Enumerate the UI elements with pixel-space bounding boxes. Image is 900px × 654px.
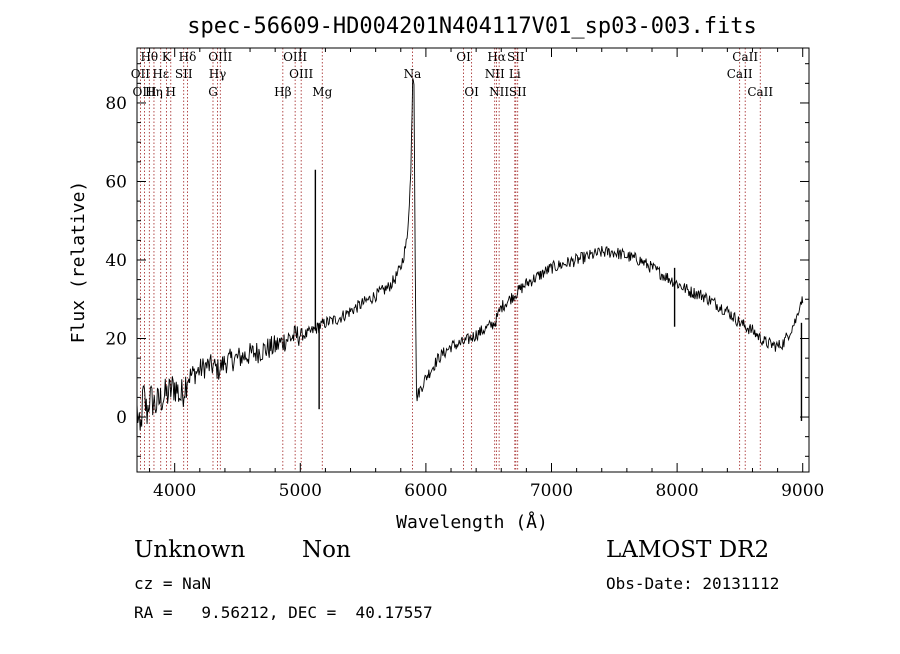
spectral-line-label-23: Li	[509, 67, 521, 81]
spectral-line-label-19: Hα	[487, 50, 506, 64]
spectral-line-label-27: CaII	[747, 85, 773, 99]
spectral-line-label-0: Hθ	[140, 50, 158, 64]
spectral-line-label-2: OIII	[133, 85, 157, 99]
y-tick-label-2: 40	[105, 251, 127, 271]
spectral-line-label-6: H	[166, 85, 176, 99]
x-axis-label: Wavelength (Å)	[396, 511, 548, 533]
axis-ticks: 4000 5000 6000 7000 8000 9000 0 20 40 60 80	[105, 48, 824, 501]
spectral-line-label-17: OI	[456, 50, 471, 64]
x-tick-label-0: 4000	[153, 481, 196, 501]
spectral-line-label-18: OI	[464, 85, 479, 99]
y-axis-label: Flux (relative)	[68, 181, 89, 344]
spectral-line-label-21: NII	[489, 85, 509, 99]
spectral-line-markers: Hθ OII OIII Hε K Hη H Hδ SII OIII Hγ G OIII OIII Hβ Mg N…	[131, 48, 773, 472]
spectral-line-label-25: CaII	[732, 50, 758, 64]
y-tick-label-4: 80	[105, 94, 127, 114]
spectrum-series	[136, 78, 804, 431]
x-tick-label-1: 5000	[279, 481, 322, 501]
spectral-line-label-13: OIII	[289, 67, 313, 81]
observation-date: Obs-Date: 20131112	[606, 574, 780, 593]
x-tick-label-2: 6000	[404, 481, 447, 501]
spectral-line-label-20: NII	[485, 67, 505, 81]
ra-dec: RA = 9.56212, DEC = 40.17557	[134, 603, 433, 622]
x-tick-label-5: 9000	[781, 481, 824, 501]
spectral-line-label-8: SII	[175, 67, 193, 81]
survey-name: LAMOST DR2	[606, 537, 770, 563]
x-tick-label-3: 7000	[530, 481, 573, 501]
spectral-line-label-12: OIII	[283, 50, 307, 64]
object-class: Unknown	[134, 537, 246, 563]
y-tick-label-3: 60	[105, 172, 127, 192]
y-tick-label-0: 0	[116, 408, 127, 428]
spectral-line-label-26: CaII	[727, 67, 753, 81]
spectral-line-label-5: Hη	[145, 85, 163, 99]
spectral-line-label-22: SII	[507, 50, 525, 64]
spectral-line-label-11: G	[208, 85, 218, 99]
spectral-line-label-4: K	[162, 50, 172, 64]
spectral-line-label-3: Hε	[152, 67, 169, 81]
spectral-line-label-16: Na	[404, 67, 422, 81]
redshift-cz: cz = NaN	[134, 574, 212, 593]
spectral-line-label-9: OIII	[208, 50, 232, 64]
spectral-line-label-15: Mg	[312, 85, 332, 99]
y-tick-label-1: 20	[105, 330, 127, 350]
object-subclass: Non	[302, 537, 351, 563]
spectral-line-label-24: SII	[509, 85, 527, 99]
spectral-line-label-14: Hβ	[274, 85, 291, 99]
x-tick-label-4: 8000	[655, 481, 698, 501]
spectral-line-label-1: OII	[131, 67, 151, 81]
plot-frame	[136, 47, 810, 473]
spectrum-line	[136, 78, 804, 431]
spectral-line-label-10: Hγ	[209, 67, 227, 81]
spectral-line-label-7: Hδ	[179, 50, 197, 64]
chart-title: spec-56609-HD004201N404117V01_sp03-003.f…	[187, 14, 757, 39]
